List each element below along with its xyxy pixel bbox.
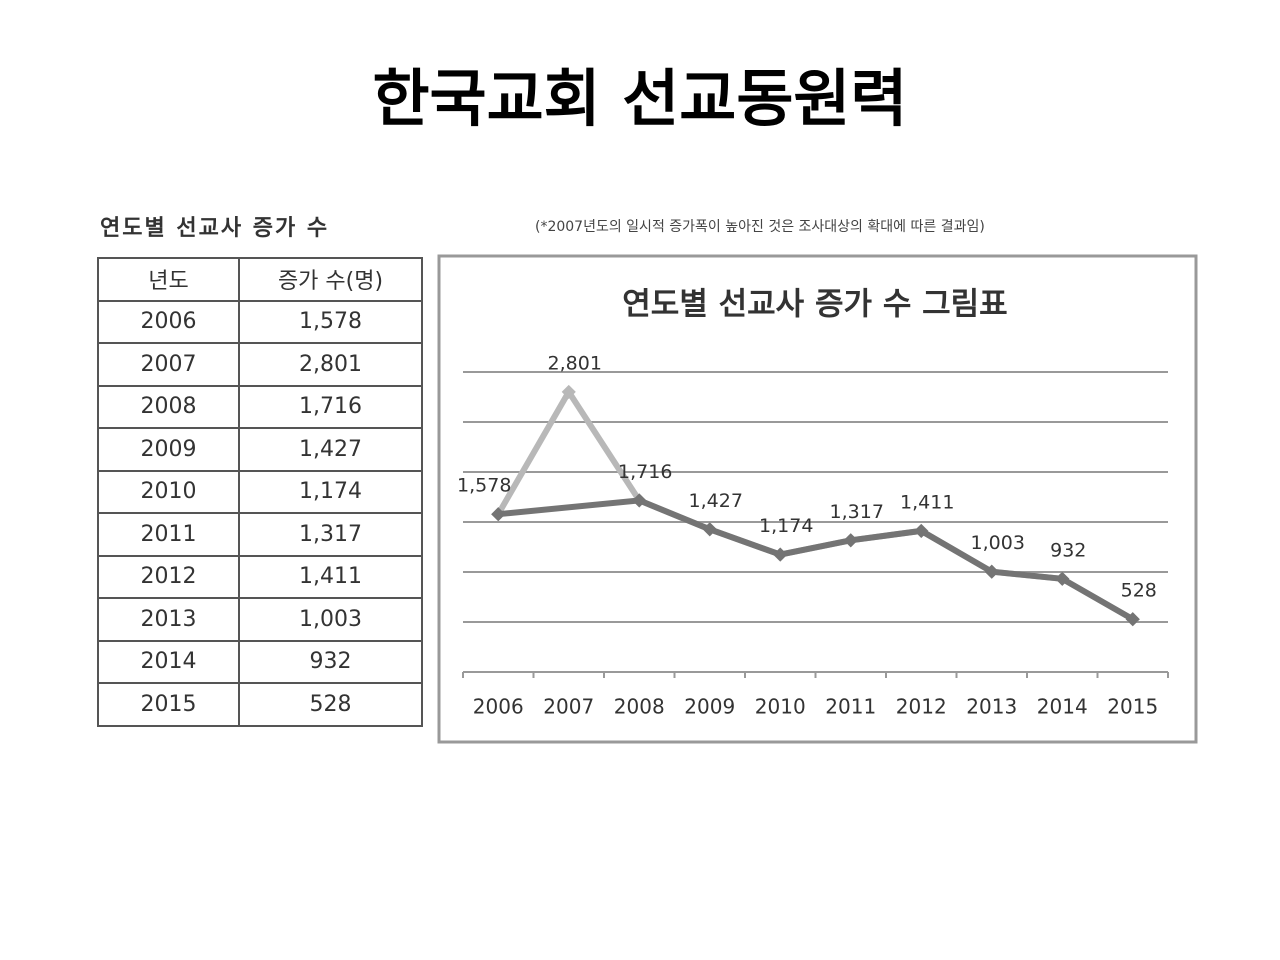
table-cell: 1,003	[238, 597, 423, 642]
table-cell: 2,801	[238, 342, 423, 387]
table-cell: 2008	[97, 384, 240, 429]
table-cell: 932	[238, 639, 423, 684]
data-label: 1,427	[689, 490, 743, 512]
table-row: 2012 1,411	[97, 554, 423, 599]
table-cell: 2009	[97, 427, 240, 472]
x-tick-label: 2012	[896, 695, 947, 719]
point-marker	[632, 493, 647, 508]
x-tick-label: 2006	[473, 695, 524, 719]
x-tick-label: 2008	[614, 695, 665, 719]
table-row: 2007 2,801	[97, 342, 423, 387]
chart-frame	[437, 254, 1198, 744]
point-marker	[1125, 612, 1140, 627]
slide-title: 한국교회 선교동원력	[372, 62, 908, 135]
x-tick-label: 2013	[966, 695, 1017, 719]
point-marker	[914, 523, 929, 538]
table-row: 2015 528	[97, 682, 423, 727]
table-cell: 1,411	[238, 554, 423, 599]
data-label: 1,578	[457, 475, 511, 497]
table-cell: 2007	[97, 342, 240, 387]
table-cell: 1,716	[238, 384, 423, 429]
table-cell: 2014	[97, 639, 240, 684]
table-cell: 1,317	[238, 512, 423, 557]
x-tick-label: 2014	[1037, 695, 1088, 719]
table: 년도 증가 수(명) 2006 1,578 2007 2,801 2008 1,716 2009…	[97, 257, 423, 727]
chart-title: 연도별 선교사 증가 수 그림표	[622, 287, 1007, 323]
header-cell: 년도	[97, 257, 240, 302]
table-row: 2010 1,174	[97, 469, 423, 514]
data-label: 1,411	[900, 491, 954, 513]
table-cell: 1,427	[238, 427, 423, 472]
x-tick-label: 2007	[543, 695, 594, 719]
data-label: 1,174	[759, 515, 813, 537]
table-cell: 528	[238, 682, 423, 727]
point-marker	[561, 384, 576, 399]
point-marker	[984, 564, 999, 579]
table-cell: 1,578	[238, 299, 423, 344]
table-caption: 연도별 선교사 증가 수	[100, 216, 330, 241]
point-marker	[491, 507, 506, 522]
table-cell: 2006	[97, 299, 240, 344]
table-row: 2013 1,003	[97, 597, 423, 642]
table-cell: 1,174	[238, 469, 423, 514]
table-row: 2011 1,317	[97, 512, 423, 557]
point-marker	[1055, 571, 1070, 586]
table-cell: 2010	[97, 469, 240, 514]
data-label: 932	[1050, 539, 1086, 561]
note: (*2007년도의 일시적 증가폭이 높아진 것은 조사대상의 확대에 따른 결…	[535, 219, 985, 235]
point-marker	[843, 533, 858, 548]
table-cell: 2012	[97, 554, 240, 599]
x-tick-label: 2011	[825, 695, 876, 719]
x-tick-label: 2010	[755, 695, 806, 719]
table-row: 2008 1,716	[97, 384, 423, 429]
table-row: 2009 1,427	[97, 427, 423, 472]
x-tick-label: 2015	[1107, 695, 1158, 719]
data-label: 1,003	[971, 532, 1025, 554]
table-row: 2014 932	[97, 639, 423, 684]
table-row: 2006 1,578	[97, 299, 423, 344]
table-cell: 2013	[97, 597, 240, 642]
data-label: 2,801	[548, 352, 602, 374]
table-cell: 2011	[97, 512, 240, 557]
series-line	[497, 497, 1135, 622]
x-tick-label: 2009	[684, 695, 735, 719]
table-cell: 2015	[97, 682, 240, 727]
data-label: 1,317	[830, 501, 884, 523]
header-cell: 증가 수(명)	[238, 257, 423, 302]
data-label: 528	[1121, 580, 1157, 602]
point-marker	[773, 547, 788, 562]
data-label: 1,716	[618, 461, 672, 483]
point-marker	[702, 522, 717, 537]
